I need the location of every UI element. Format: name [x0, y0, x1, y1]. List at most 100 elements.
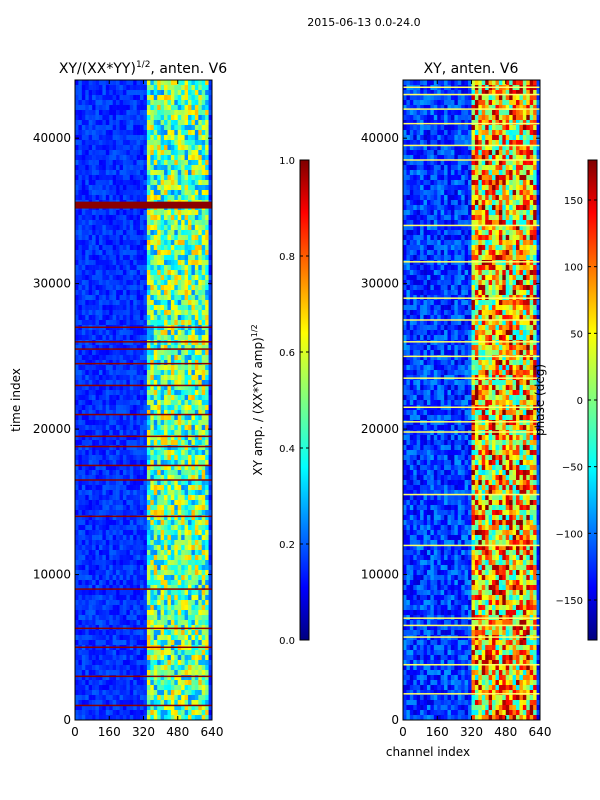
heat-cell — [188, 685, 192, 691]
heat-cell — [153, 300, 158, 306]
heat-cell — [126, 610, 131, 616]
heat-cell — [119, 475, 124, 481]
heat-cell — [85, 410, 89, 416]
heat-cell — [167, 665, 172, 671]
heat-cell — [143, 590, 148, 596]
heat-cell — [146, 570, 151, 576]
heat-cell — [126, 455, 131, 461]
heat-cell — [105, 290, 110, 296]
heat-cell — [109, 590, 113, 596]
heat-cell — [136, 450, 141, 456]
heat-cell — [112, 475, 117, 481]
heat-cell — [112, 635, 117, 641]
heat-cell — [177, 185, 182, 191]
heat-cell — [136, 340, 141, 346]
heat-cell — [98, 685, 103, 691]
heat-cell — [146, 105, 151, 111]
heat-cell — [177, 480, 182, 486]
heat-cell — [140, 340, 144, 346]
heat-cell — [194, 490, 199, 496]
heat-cell — [146, 465, 151, 471]
heat-cell — [208, 585, 213, 591]
heat-cell — [150, 230, 155, 236]
heat-cell — [129, 680, 134, 686]
heat-cell — [150, 190, 155, 196]
heat-cell — [198, 450, 203, 456]
heat-cell — [85, 435, 89, 441]
heat-cell — [181, 270, 185, 276]
heat-cell — [105, 245, 110, 251]
heat-cell — [119, 670, 124, 676]
heat-cell — [146, 585, 151, 591]
heat-cell — [126, 195, 131, 201]
heat-cell — [133, 505, 137, 511]
heat-cell — [78, 595, 83, 601]
heat-cell — [160, 240, 165, 246]
heat-cell — [112, 490, 117, 496]
heat-cell — [181, 600, 185, 606]
heat-cell — [116, 155, 120, 161]
heat-cell — [75, 150, 79, 156]
heat-cell — [136, 690, 141, 696]
heat-cell — [119, 700, 124, 706]
heat-cell — [109, 130, 113, 136]
heat-cell — [88, 500, 93, 506]
heat-cell — [133, 585, 137, 591]
heat-cell — [188, 580, 192, 586]
heat-cell — [102, 155, 107, 161]
heat-cell — [122, 440, 127, 446]
heat-cell — [133, 525, 137, 531]
heat-cell — [194, 630, 199, 636]
heat-cell — [146, 445, 151, 451]
heat-cell — [160, 430, 165, 436]
heat-cell — [167, 215, 172, 221]
heat-cell — [208, 360, 213, 366]
heat-cell — [116, 290, 120, 296]
heat-cell — [205, 340, 209, 346]
heat-cell — [194, 275, 199, 281]
heat-cell — [143, 595, 148, 601]
heat-cell — [105, 605, 110, 611]
heat-cell — [133, 460, 137, 466]
heat-cell — [177, 225, 182, 231]
heat-cell — [92, 100, 96, 106]
heat-cell — [208, 505, 213, 511]
heat-cell — [122, 470, 127, 476]
heat-cell — [157, 275, 161, 281]
heat-cell — [150, 530, 155, 536]
heat-cell — [170, 690, 175, 696]
heat-cell — [143, 560, 148, 566]
heat-cell — [98, 630, 103, 636]
heat-cell — [140, 445, 144, 451]
heat-cell — [194, 375, 199, 381]
heat-cell — [98, 690, 103, 696]
heat-cell — [105, 700, 110, 706]
heat-cell — [150, 345, 155, 351]
heat-cell — [208, 265, 213, 271]
heat-cell — [164, 560, 168, 566]
heat-cell — [129, 155, 134, 161]
heat-cell — [181, 440, 185, 446]
heat-cell — [184, 365, 189, 371]
heat-cell — [198, 215, 203, 221]
heat-cell — [174, 215, 179, 221]
heat-cell — [105, 155, 110, 161]
heat-cell — [129, 470, 134, 476]
heat-cell — [201, 670, 206, 676]
heat-cell — [109, 405, 113, 411]
heat-cell — [105, 305, 110, 311]
heat-cell — [194, 430, 199, 436]
heat-cell — [191, 105, 196, 111]
heat-cell — [181, 360, 185, 366]
heat-cell — [112, 95, 117, 101]
heat-cell — [201, 650, 206, 656]
heat-cell — [157, 225, 161, 231]
heat-cell — [167, 470, 172, 476]
heat-cell — [85, 135, 89, 141]
heat-cell — [78, 170, 83, 176]
heat-cell — [208, 660, 213, 666]
heat-cell — [88, 610, 93, 616]
heat-cell — [88, 295, 93, 301]
heat-cell — [122, 350, 127, 356]
heat-cell — [170, 355, 175, 361]
